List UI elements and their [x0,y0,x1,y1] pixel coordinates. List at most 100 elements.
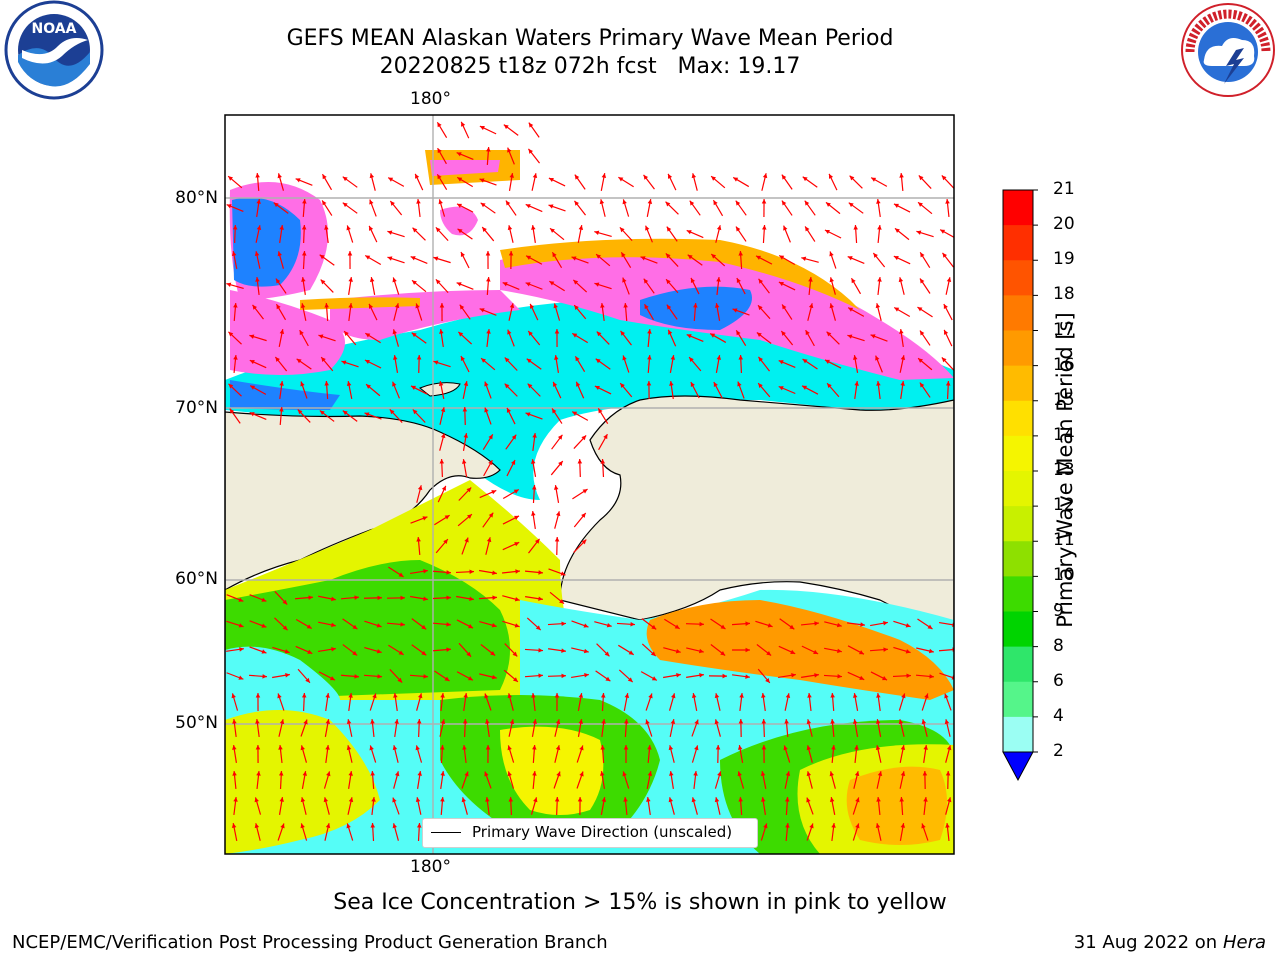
wave-arrow-head [370,823,376,828]
wave-arrow-head [512,677,518,682]
wave-arrow-head [790,649,796,654]
wave-arrow-head [601,173,607,178]
wave-arrow-head [462,407,468,412]
wave-arrow-head [647,745,652,750]
wave-arrow-head [369,199,374,205]
wave-arrow-head [444,676,450,681]
wave-arrow-head [509,303,515,309]
wave-arrow-head [852,719,858,724]
wave-arrow-head [503,124,509,130]
wave-arrow-head [548,177,554,183]
wave-arrow-head [918,175,924,181]
wave-arrow-head [946,277,952,283]
run-date: 31 Aug 2022 on Hera [1074,932,1266,953]
wave-arrow-head [346,823,351,829]
wave-arrow-head [623,303,628,308]
wave-arrow-head [824,359,830,364]
wave-arrow-head [513,489,519,494]
wave-arrow-head [738,355,744,360]
wave-arrow-head [826,331,832,337]
wave-arrow-head [875,719,881,724]
wave-arrow-head [346,719,352,725]
wave-arrow-head [460,355,465,361]
wave-arrow-head [900,355,906,361]
wave-arrow-head [324,381,329,386]
wave-arrow-head [509,173,514,178]
wave-arrow-head [411,332,417,338]
wave-arrow-head [555,511,561,517]
wave-arrow-head [354,674,359,679]
wave-arrow-head [514,542,520,547]
wave-arrow-head [756,332,762,338]
wave-arrow-head [554,537,560,542]
wave-arrow-head [532,433,537,438]
wave-arrow-head [623,745,629,750]
wave-arrow-head [853,225,858,230]
wave-arrow-head [686,334,692,339]
wave-arrow-head [600,459,606,464]
wave-arrow-head [900,771,906,777]
wave-arrow-head [828,173,834,179]
wave-arrow-head [446,622,451,627]
wave-arrow-head [231,251,237,256]
wave-arrow-head [532,745,537,750]
wave-arrow-head [277,251,282,257]
wave-arrow-head [532,771,537,776]
wave-arrow-head [369,745,374,751]
wave-arrow-head [255,173,260,178]
wave-arrow-head [278,771,284,776]
wave-arrow-head [423,596,428,602]
colorbar-segment [1003,506,1033,542]
wave-arrow-head [763,823,768,829]
wave-arrow-head [720,624,726,629]
wave-arrow-head [876,381,881,386]
wave-arrow-head [365,255,371,260]
wave-arrow-head [620,330,626,336]
colorbar-tick-label: 4 [1053,705,1064,726]
wave-arrow-head [421,650,427,656]
wave-arrow-head [305,677,310,683]
wave-arrow-head [423,569,428,574]
wave-arrow-head [526,255,532,260]
wave-arrow-head [858,650,864,655]
wave-arrow-head [553,485,559,490]
wave-arrow-head [829,771,834,777]
wave-arrow-head [603,434,608,440]
wave-arrow-head [738,251,743,256]
wave-arrow-head [647,771,653,776]
wave-arrow-head [808,303,814,309]
colorbar-tick-label: 6 [1053,670,1064,691]
wave-arrow-head [507,771,512,777]
wave-arrow-head [228,176,234,181]
wave-arrow-head [554,693,560,698]
wave-arrow-head [464,537,469,543]
wave-arrow-head [596,254,601,259]
wave-arrow-head [515,569,520,574]
wave-arrow-head [806,771,812,777]
wave-arrow-head [720,650,726,656]
wave-arrow-head [576,381,581,387]
wave-arrow-head [600,693,606,698]
wave-arrow-head [484,381,489,387]
legend-label: Primary Wave Direction (unscaled) [472,823,733,841]
wave-arrow-head [859,675,865,680]
wave-arrow-head [279,381,284,386]
colorbar-segment [1003,611,1033,648]
wave-arrow-head [299,330,304,336]
colorbar-tick-label: 15 [1053,389,1075,410]
wave-arrow-head [457,177,463,182]
wave-arrow-head [699,673,704,678]
wave-arrow-head [778,281,784,287]
wave-arrow-head [648,693,653,699]
wave-arrow-head [643,278,649,284]
wave-arrow-head [561,648,566,653]
wave-arrow-head [594,230,600,235]
wave-arrow-head [437,174,442,180]
wave-arrow-head [322,200,327,206]
wave-arrow-head [507,225,513,231]
wave-arrow-head [785,823,790,828]
wave-arrow-head [578,225,584,230]
colorbar-segment [1003,646,1033,683]
wave-arrow-head [758,278,764,284]
wave-arrow-head [758,356,763,362]
